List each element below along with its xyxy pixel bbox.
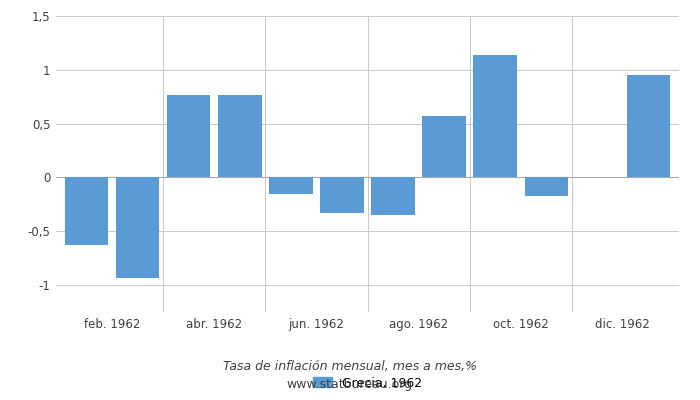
Bar xyxy=(116,178,160,278)
Bar xyxy=(65,178,108,245)
Bar xyxy=(524,178,568,196)
Bar xyxy=(270,178,313,194)
Bar xyxy=(473,55,517,178)
Bar xyxy=(167,94,211,178)
Bar xyxy=(626,75,670,178)
Text: www.statbureau.org: www.statbureau.org xyxy=(287,378,413,391)
Legend: Grecia, 1962: Grecia, 1962 xyxy=(308,372,427,394)
Bar xyxy=(371,178,414,215)
Bar xyxy=(218,94,262,178)
Text: Tasa de inflación mensual, mes a mes,%: Tasa de inflación mensual, mes a mes,% xyxy=(223,360,477,373)
Bar xyxy=(422,116,466,178)
Bar xyxy=(321,178,364,213)
